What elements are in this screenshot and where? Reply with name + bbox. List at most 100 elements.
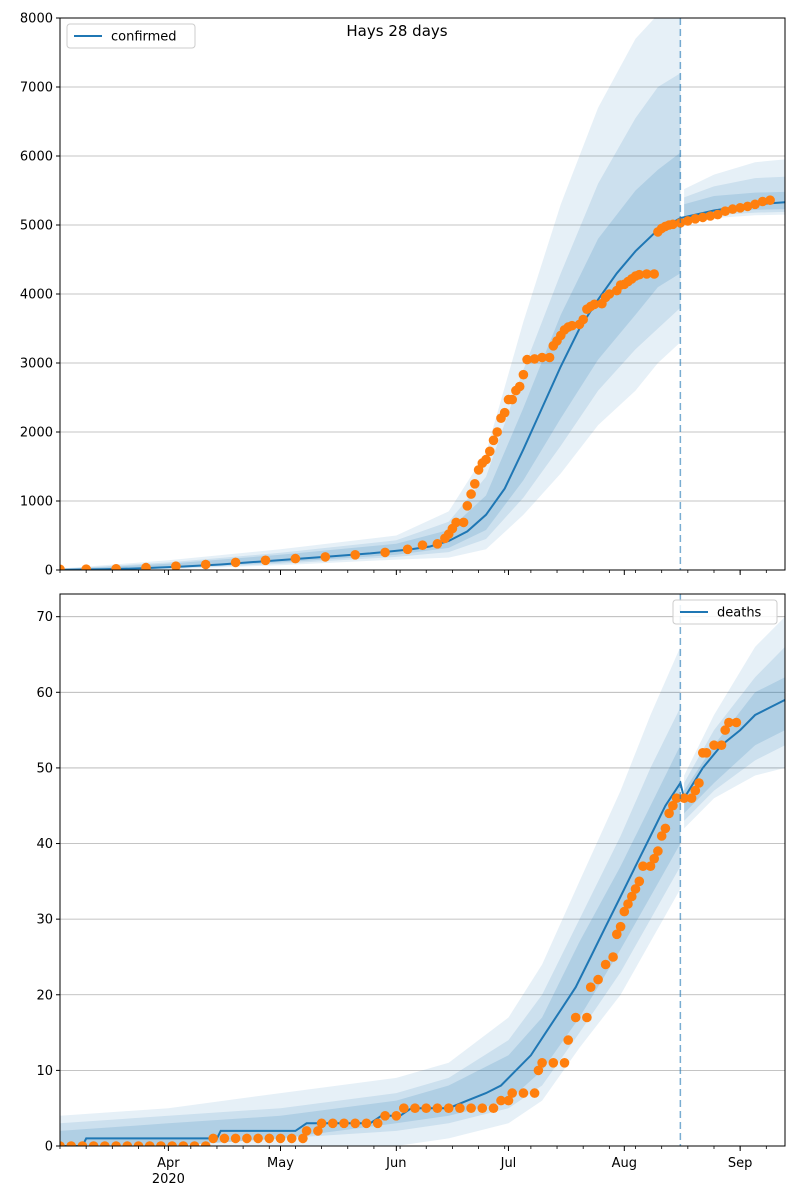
confirmed-observed-point bbox=[350, 550, 361, 560]
confirmed-observed-point bbox=[451, 517, 461, 528]
confirmed-y-tick-label: 8000 bbox=[20, 12, 53, 27]
deaths-observed-point bbox=[286, 1133, 297, 1144]
deaths-observed-point bbox=[507, 1088, 517, 1098]
deaths-observed-point bbox=[694, 778, 704, 788]
confirmed-y-tick-label: 6000 bbox=[20, 150, 53, 165]
deaths-observed-point bbox=[668, 800, 678, 811]
deaths-observed-point bbox=[690, 785, 701, 796]
confirmed-observed-point bbox=[492, 427, 503, 437]
confirmed-observed-point bbox=[735, 203, 745, 213]
confirmed-y-tick-label: 3000 bbox=[20, 357, 53, 372]
confirmed-observed-point bbox=[578, 314, 588, 325]
deaths-x-tick-label: Jul bbox=[500, 1156, 517, 1171]
confirmed-observed-point bbox=[488, 435, 499, 446]
deaths-observed-point bbox=[720, 725, 730, 735]
deaths-observed-point bbox=[200, 1141, 211, 1146]
deaths-observed-point bbox=[724, 717, 734, 728]
confirmed-observed-point bbox=[705, 211, 716, 221]
deaths-observed-point bbox=[466, 1103, 476, 1113]
confirmed-observed-point bbox=[698, 212, 708, 223]
confirmed-legend-label: confirmed bbox=[111, 30, 177, 45]
confirmed-y-tick-label: 0 bbox=[45, 564, 53, 579]
deaths-y-tick-label: 0 bbox=[45, 1140, 53, 1155]
deaths-observed-point bbox=[612, 929, 622, 940]
deaths-observed-point bbox=[100, 1141, 110, 1146]
deaths-observed-point bbox=[653, 846, 663, 856]
deaths-observed-point bbox=[660, 823, 671, 834]
deaths-observed-point bbox=[421, 1103, 432, 1113]
confirmed-observed-point bbox=[466, 489, 476, 499]
confirmed-observed-point bbox=[757, 196, 768, 207]
deaths-observed-point bbox=[477, 1103, 488, 1113]
confirmed-band-outer-forecast bbox=[684, 159, 785, 222]
confirmed-observed-point bbox=[507, 394, 517, 405]
deaths-observed-point bbox=[60, 1141, 65, 1146]
deaths-observed-point bbox=[716, 740, 727, 750]
deaths-plot-area bbox=[60, 616, 785, 1146]
deaths-x-tick-sublabel: 2020 bbox=[152, 1172, 185, 1187]
confirmed-observed-point bbox=[690, 214, 701, 224]
confirmed-observed-point bbox=[765, 195, 775, 205]
deaths-observed-point bbox=[264, 1133, 275, 1144]
deaths-observed-point bbox=[548, 1058, 559, 1068]
deaths-observed-point bbox=[328, 1118, 338, 1129]
deaths-model-line bbox=[60, 699, 785, 1146]
confirmed-observed-point bbox=[649, 269, 659, 279]
deaths-band-middle-fit bbox=[60, 707, 681, 1146]
deaths-observed-point bbox=[656, 831, 667, 841]
deaths-observed-point bbox=[380, 1111, 390, 1121]
chart-title: Hays 28 days bbox=[346, 22, 447, 40]
deaths-y-tick-label: 30 bbox=[36, 913, 53, 928]
deaths-axes-frame bbox=[59, 593, 786, 1147]
deaths-observed-point bbox=[167, 1141, 177, 1146]
confirmed-observed-point bbox=[470, 479, 480, 489]
deaths-observed-point bbox=[208, 1133, 218, 1144]
deaths-y-tick-label: 10 bbox=[36, 1064, 53, 1079]
deaths-observed-point bbox=[156, 1141, 166, 1146]
confirmed-plot-area bbox=[60, 18, 785, 570]
deaths-observed-point bbox=[496, 1095, 506, 1106]
deaths-x-tick-label: Sep bbox=[728, 1156, 753, 1171]
deaths-observed-point bbox=[298, 1133, 308, 1144]
deaths-observed-point bbox=[701, 748, 712, 758]
deaths-observed-point bbox=[313, 1126, 323, 1136]
deaths-observed-point bbox=[619, 906, 630, 917]
deaths-y-tick-label: 40 bbox=[36, 837, 53, 852]
confirmed-y-tick-label: 4000 bbox=[20, 288, 53, 303]
confirmed-observed-point bbox=[260, 555, 271, 566]
confirmed-observed-point bbox=[742, 201, 753, 212]
deaths-observed-point bbox=[361, 1118, 372, 1129]
deaths-observed-point bbox=[671, 793, 682, 803]
confirmed-observed-point bbox=[683, 216, 693, 226]
confirmed-observed-point bbox=[481, 454, 491, 465]
confirmed-band-outer-fit bbox=[60, 18, 681, 570]
deaths-observed-point bbox=[585, 982, 596, 992]
confirmed-observed-point bbox=[518, 369, 529, 380]
deaths-observed-point bbox=[686, 793, 697, 803]
deaths-x-tick-label: Jun bbox=[385, 1156, 406, 1171]
deaths-y-tick-label: 70 bbox=[36, 610, 53, 625]
deaths-observed-point bbox=[488, 1103, 499, 1113]
confirmed-band-inner-fit bbox=[60, 152, 681, 570]
deaths-legend: deaths bbox=[672, 599, 778, 625]
deaths-observed-point bbox=[316, 1118, 327, 1129]
deaths-observed-point bbox=[570, 1012, 581, 1023]
confirmed-observed-point bbox=[60, 564, 65, 570]
confirmed-observed-point bbox=[290, 553, 301, 564]
confirmed-legend: confirmed bbox=[66, 23, 196, 49]
confirmed-observed-point bbox=[200, 559, 211, 570]
deaths-observed-point bbox=[615, 921, 626, 932]
deaths-observed-point bbox=[391, 1111, 402, 1121]
deaths-x-tick-label: Aug bbox=[612, 1156, 637, 1171]
confirmed-observed-point bbox=[720, 206, 730, 216]
deaths-observed-point bbox=[731, 717, 742, 728]
deaths-observed-point bbox=[664, 808, 674, 819]
confirmed-y-tick-label: 7000 bbox=[20, 81, 53, 96]
confirmed-observed-point bbox=[402, 544, 413, 555]
deaths-observed-point bbox=[432, 1103, 443, 1113]
deaths-observed-point bbox=[533, 1065, 544, 1076]
deaths-legend-box bbox=[672, 599, 778, 625]
confirmed-observed-point bbox=[712, 209, 723, 220]
deaths-observed-point bbox=[529, 1088, 540, 1098]
